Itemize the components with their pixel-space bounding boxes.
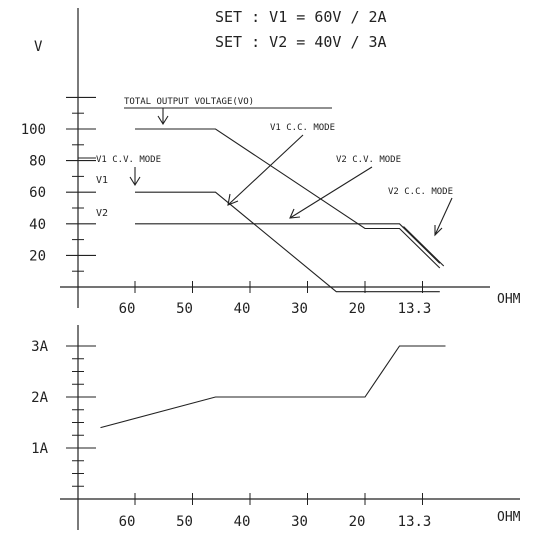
top-series-line-double <box>403 226 445 267</box>
bottom-x-tick-label: 30 <box>291 514 308 530</box>
top-x-axis-label: OHM <box>497 292 521 307</box>
bottom-y-tick-label: 3A <box>31 339 48 355</box>
header-line-2: SET : V2 = 40V / 3A <box>215 33 387 51</box>
v1-curve-label: V1 <box>96 175 108 186</box>
top-y-tick-label: 40 <box>29 217 46 233</box>
v1-cc-arrow-head <box>227 193 239 206</box>
top-x-tick-label: 30 <box>291 301 308 317</box>
top-series-group <box>135 128 445 293</box>
v1-cc-annotation: V1 C.C. MODE <box>270 123 335 133</box>
top-x-tick-label: 13.3 <box>398 301 432 317</box>
v1-cc-arrow <box>227 134 304 206</box>
vo-annotation: TOTAL OUTPUT VOLTAGE(VO) <box>124 97 254 107</box>
top-y-ticks: 20 40 60 80 100 <box>21 96 96 272</box>
v1-cv-annotation: V1 C.V. MODE <box>96 155 161 165</box>
bottom-x-tick-label: 50 <box>176 514 193 530</box>
top-y-tick-label: 60 <box>29 185 46 201</box>
top-y-axis-label: V <box>34 39 43 55</box>
v2-cv-annotation: V2 C.V. MODE <box>336 155 401 165</box>
bottom-y-tick-label: 2A <box>31 390 48 406</box>
top-y-tick-label: 80 <box>29 154 46 170</box>
v2-curve-label: V2 <box>96 208 108 219</box>
top-x-tick-label: 60 <box>119 301 136 317</box>
v2-cc-annotation: V2 C.C. MODE <box>388 187 453 197</box>
bottom-x-tick-label: 60 <box>119 514 136 530</box>
top-x-tick-label: 50 <box>176 301 193 317</box>
bottom-x-ticks: 60 50 40 30 20 13.3 <box>119 493 432 530</box>
top-y-tick-label: 20 <box>29 248 46 264</box>
bottom-series-line-0 <box>100 345 446 429</box>
top-x-ticks: 60 50 40 30 20 13.3 <box>119 281 432 317</box>
top-series-line-2 <box>135 223 441 264</box>
header-line-1: SET : V1 = 60V / 2A <box>215 8 387 26</box>
top-series-line-1 <box>135 191 440 293</box>
v2-cv-arrow <box>289 166 373 219</box>
top-y-tick-label: 100 <box>21 122 46 138</box>
v2-cc-arrow-head <box>434 225 443 237</box>
vo-arrow-head <box>157 115 169 126</box>
bottom-x-axis-label: OHM <box>497 510 521 525</box>
top-x-tick-label: 20 <box>349 301 366 317</box>
bottom-y-ticks: 1A 2A 3A <box>31 339 96 487</box>
bottom-x-tick-label: 13.3 <box>398 514 432 530</box>
top-series-line-0 <box>135 128 441 269</box>
v2-cv-arrow-head <box>289 208 301 219</box>
bottom-series-group <box>100 345 446 429</box>
bottom-x-tick-label: 40 <box>234 514 251 530</box>
v2-cc-arrow <box>434 197 453 236</box>
bottom-y-tick-label: 1A <box>31 441 48 457</box>
v1-cv-arrow-head <box>129 176 141 187</box>
bottom-x-tick-label: 20 <box>349 514 366 530</box>
top-x-tick-label: 40 <box>234 301 251 317</box>
